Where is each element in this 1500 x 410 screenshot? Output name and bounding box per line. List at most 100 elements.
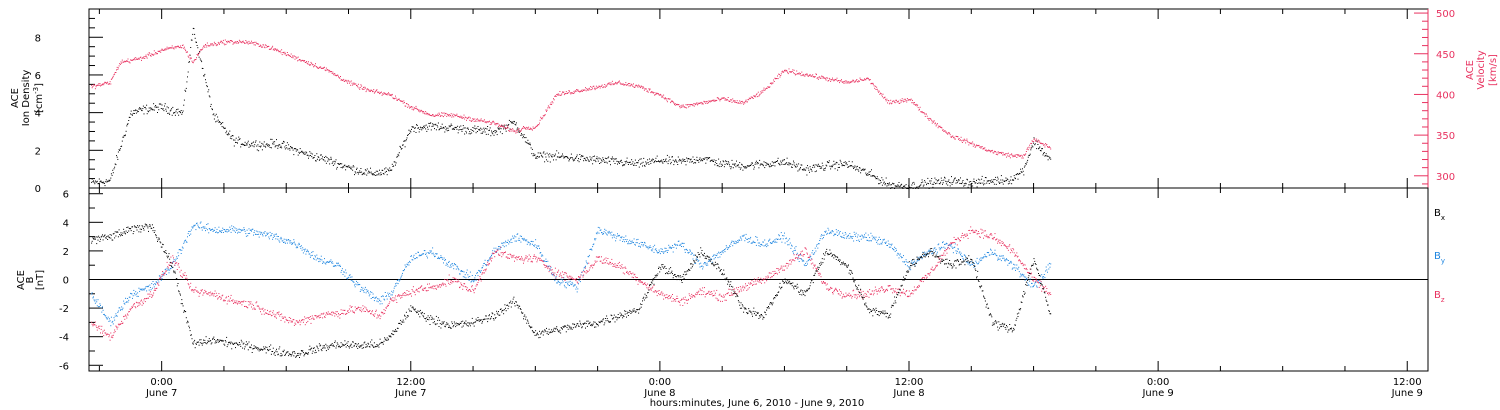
by-series-point (875, 236, 877, 238)
density-series-point (200, 59, 202, 61)
by-series-point (1035, 281, 1037, 283)
velocity-series-point (300, 60, 302, 62)
velocity-series-point (1009, 154, 1011, 156)
density-series-point (165, 108, 167, 110)
velocity-series-point (655, 92, 657, 94)
velocity-series-point (274, 49, 276, 51)
velocity-series-point (563, 94, 565, 96)
by-series-point (697, 259, 698, 261)
velocity-series-point (540, 117, 542, 119)
velocity-series-point (141, 59, 142, 61)
by-series-point (272, 238, 274, 240)
velocity-series-point (1047, 146, 1048, 148)
bz-series-point (320, 313, 322, 315)
by-series-point (339, 264, 341, 266)
by-series-point (350, 279, 352, 281)
density-series-point (148, 111, 149, 113)
by-series-point (735, 243, 737, 245)
density-series-point (736, 160, 737, 162)
density-series-point (178, 111, 180, 113)
density-series-point (245, 144, 247, 146)
by-series-point (989, 254, 991, 256)
by-series-point (914, 264, 916, 266)
by-series-point (1049, 266, 1051, 268)
velocity-series-point (603, 86, 605, 88)
velocity-series-point (800, 73, 801, 75)
by-series-point (329, 260, 331, 262)
density-series-point (579, 158, 581, 160)
density-series-point (670, 161, 672, 163)
density-series-point (299, 152, 300, 154)
by-series-point (672, 251, 674, 253)
density-series-point (823, 169, 824, 171)
by-series-point (892, 248, 894, 250)
density-series-point (476, 131, 478, 132)
density-series-point (988, 180, 990, 182)
density-series-point (421, 127, 423, 128)
velocity-series-point (636, 85, 638, 87)
density-series-point (422, 128, 424, 130)
velocity-series-point (336, 75, 338, 77)
velocity-series-point (761, 92, 762, 94)
velocity-series-point (402, 102, 404, 104)
by-series-point (1042, 277, 1044, 279)
by-series-point (929, 250, 931, 252)
density-series-point (576, 156, 578, 158)
velocity-series-point (992, 152, 994, 154)
by-series-point (1000, 260, 1002, 262)
bz-series-point (233, 303, 235, 304)
by-series-point (363, 291, 365, 293)
by-series-point (348, 276, 350, 278)
bz-series-point (215, 296, 217, 297)
density-series-point (107, 180, 109, 182)
velocity-series-point (385, 94, 387, 95)
by-series-point (928, 250, 929, 252)
by-series-point (929, 250, 931, 252)
density-series-point (177, 108, 179, 110)
by-series-point (126, 301, 128, 303)
density-series-point (441, 127, 443, 129)
velocity-series-point (439, 113, 441, 115)
velocity-series-point (889, 102, 891, 104)
density-series-point (519, 131, 521, 133)
density-series-point (368, 171, 370, 173)
by-series-point (851, 236, 853, 238)
velocity-series-point (817, 78, 819, 80)
bz-series-point (236, 300, 238, 302)
velocity-series-point (420, 109, 422, 111)
by-series-point (194, 225, 196, 227)
density-series-point (879, 183, 881, 185)
by-series-point (601, 232, 602, 233)
by-series-point (642, 242, 643, 243)
by-series-point (658, 249, 660, 251)
density-series-point (311, 156, 313, 158)
by-series-point (916, 259, 918, 261)
velocity-series-point (1045, 144, 1047, 146)
velocity-series-point (873, 85, 875, 87)
density-series-point (745, 166, 746, 168)
density-series-point (238, 138, 240, 140)
by-series-point (388, 296, 390, 297)
density-series-point (830, 168, 832, 170)
density-series-point (546, 152, 548, 154)
by-series-point (281, 240, 283, 242)
density-series-point (347, 166, 349, 168)
velocity-series-point (132, 59, 133, 61)
by-series-point (1036, 285, 1038, 287)
density-series-point (986, 180, 988, 182)
density-series-point (560, 156, 562, 158)
velocity-series-point (459, 116, 461, 118)
density-series-point (955, 182, 957, 184)
by-series-point (990, 248, 991, 250)
by-series-point (755, 244, 757, 246)
velocity-series-point (374, 91, 376, 93)
velocity-series-point (666, 101, 668, 103)
velocity-series-point (638, 85, 640, 87)
by-series-point (229, 226, 231, 228)
density-series-point (142, 105, 144, 107)
density-series-point (945, 183, 947, 185)
velocity-series-point (832, 77, 833, 79)
density-series-point (545, 156, 547, 158)
velocity-series-point (763, 87, 765, 89)
density-series-point (932, 186, 934, 188)
